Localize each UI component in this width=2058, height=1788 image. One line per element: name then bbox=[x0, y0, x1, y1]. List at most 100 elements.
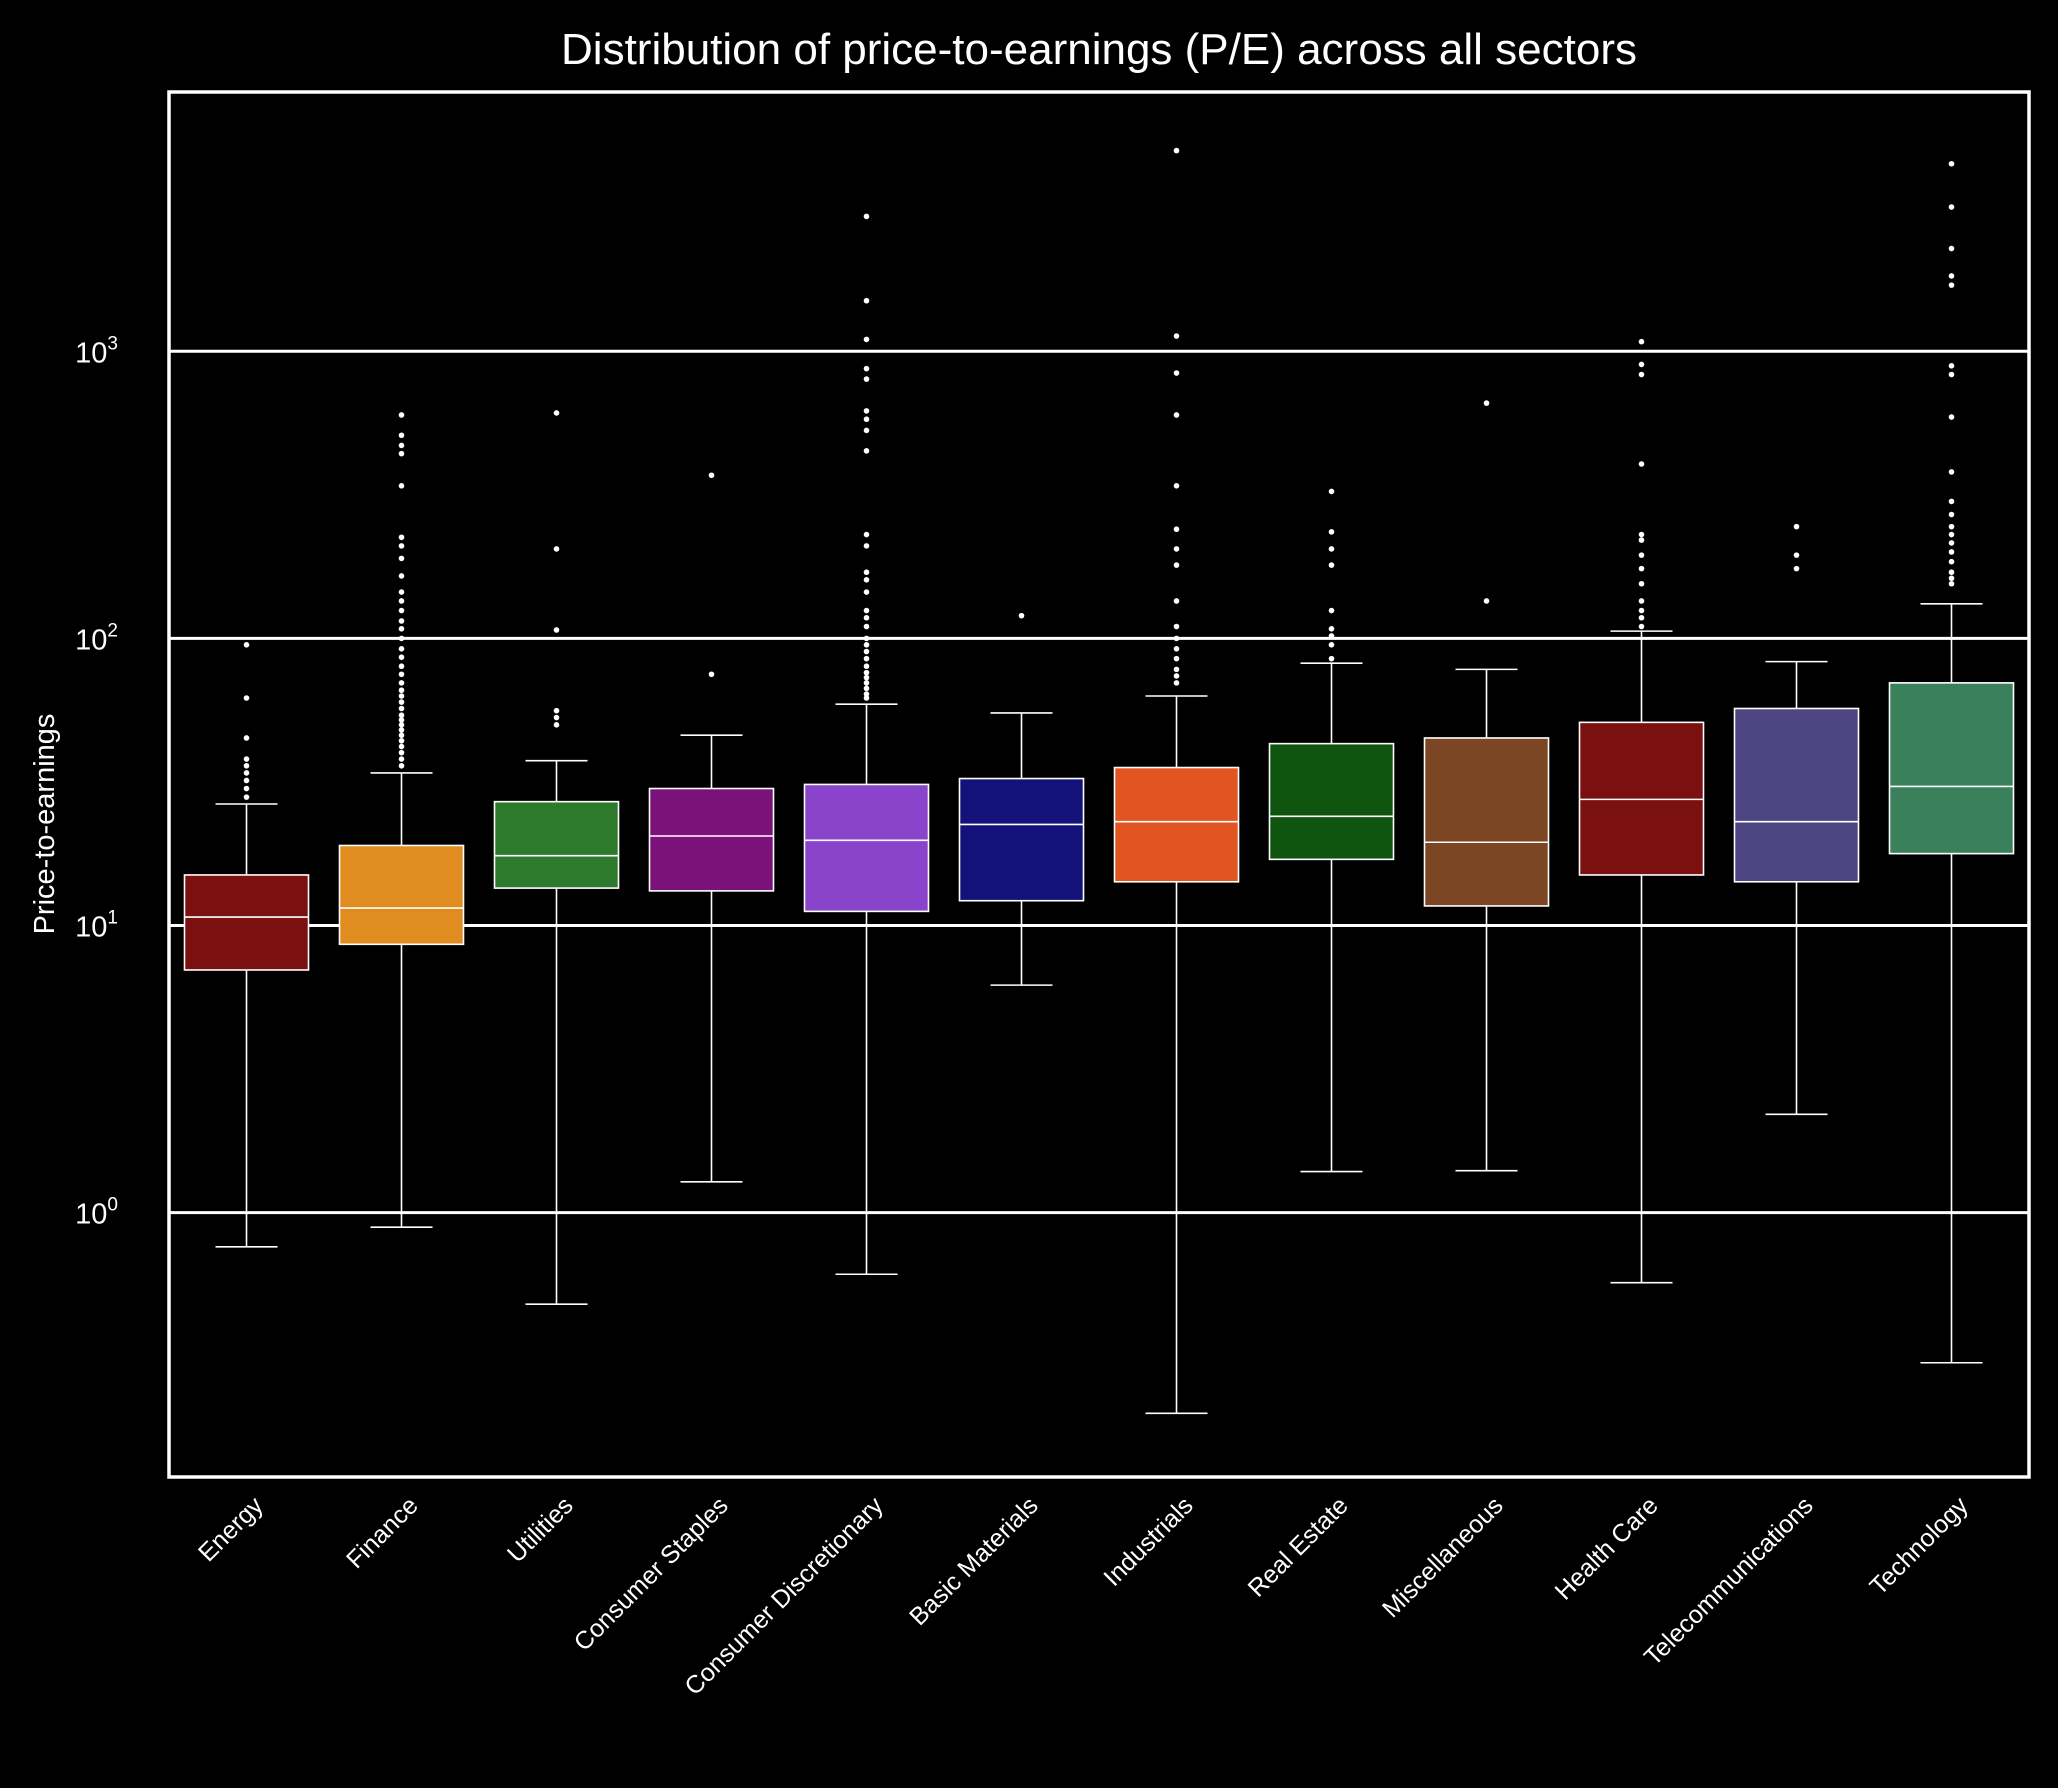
outlier-point bbox=[863, 607, 870, 614]
outlier-point bbox=[863, 569, 870, 576]
y-tick-exponent: 2 bbox=[107, 620, 118, 641]
outlier-point bbox=[863, 685, 870, 692]
outlier-point bbox=[398, 743, 405, 750]
x-tick-label: Telecommunications bbox=[1639, 1491, 1819, 1671]
outlier-point bbox=[1173, 562, 1180, 568]
outlier-point bbox=[398, 543, 405, 549]
outlier-point bbox=[398, 732, 405, 739]
outlier-point bbox=[398, 737, 405, 744]
iqr-box bbox=[1888, 682, 2015, 855]
box-telecommunications bbox=[1733, 523, 1860, 1116]
outlier-point bbox=[1173, 147, 1180, 154]
outlier-point bbox=[1948, 575, 1955, 582]
box-energy bbox=[183, 641, 310, 1248]
outlier-point bbox=[863, 576, 870, 583]
outlier-point bbox=[1173, 666, 1180, 673]
outlier-point bbox=[398, 749, 405, 756]
outlier-point bbox=[1638, 338, 1645, 345]
y-tick-base: 10 bbox=[75, 1199, 107, 1231]
outlier-point bbox=[1948, 569, 1955, 576]
outlier-point bbox=[1328, 655, 1335, 662]
y-tick-label: 103 bbox=[75, 333, 118, 369]
outlier-point bbox=[1638, 580, 1645, 587]
y-tick-exponent: 0 bbox=[107, 1195, 118, 1216]
outlier-point bbox=[1793, 565, 1800, 572]
y-axis-label: Price-to-earnings bbox=[29, 714, 61, 935]
box-finance bbox=[338, 412, 465, 1228]
outlier-point bbox=[243, 770, 250, 776]
outlier-point bbox=[398, 717, 405, 723]
outlier-point bbox=[1948, 363, 1955, 369]
x-tick-label: Miscellaneous bbox=[1377, 1491, 1509, 1623]
outlier-point bbox=[863, 448, 870, 454]
outlier-point bbox=[708, 472, 715, 479]
outlier-point bbox=[398, 680, 405, 686]
outlier-point bbox=[398, 687, 405, 694]
y-tick-exponent: 1 bbox=[107, 908, 118, 929]
outlier-point bbox=[1948, 282, 1955, 288]
iqr-box bbox=[1423, 737, 1550, 907]
outlier-point bbox=[243, 762, 250, 769]
outlier-point bbox=[863, 691, 870, 697]
outlier-point bbox=[398, 727, 405, 733]
outlier-point bbox=[398, 573, 405, 579]
outlier-point bbox=[398, 626, 405, 632]
iqr-box bbox=[1733, 707, 1860, 883]
outlier-point bbox=[1173, 483, 1180, 489]
outlier-point bbox=[1483, 400, 1490, 406]
outlier-point bbox=[863, 680, 870, 686]
outlier-point bbox=[863, 655, 870, 662]
iqr-box bbox=[958, 777, 1085, 902]
x-tick-label: Industrials bbox=[1098, 1491, 1198, 1591]
outlier-point bbox=[398, 534, 405, 541]
outlier-point bbox=[863, 623, 870, 630]
outlier-point bbox=[243, 756, 250, 762]
box-miscellaneous bbox=[1423, 400, 1550, 1172]
outlier-point bbox=[398, 712, 405, 719]
outlier-point bbox=[398, 483, 405, 489]
outlier-point bbox=[1948, 580, 1955, 587]
outlier-point bbox=[398, 589, 405, 595]
x-tick-label: Health Care bbox=[1550, 1491, 1664, 1605]
outlier-point bbox=[1948, 245, 1955, 252]
outlier-point bbox=[1948, 498, 1955, 505]
y-tick-label: 100 bbox=[75, 1195, 118, 1231]
outlier-point bbox=[1638, 565, 1645, 572]
outlier-point bbox=[863, 648, 870, 655]
outlier-point bbox=[1948, 469, 1955, 475]
boxes bbox=[183, 147, 2015, 1415]
outlier-point bbox=[863, 641, 870, 648]
outlier-point bbox=[398, 412, 405, 418]
outlier-point bbox=[1328, 607, 1335, 614]
outlier-point bbox=[863, 336, 870, 343]
y-tick-base: 10 bbox=[75, 624, 107, 656]
box-consumer-discretionary bbox=[803, 213, 930, 1276]
outlier-point bbox=[1948, 558, 1955, 565]
outlier-point bbox=[398, 699, 405, 705]
iqr-box bbox=[1268, 742, 1395, 861]
outlier-point bbox=[553, 714, 560, 721]
outlier-point bbox=[398, 607, 405, 614]
box-health-care bbox=[1578, 338, 1705, 1284]
x-tick-label: Finance bbox=[341, 1491, 424, 1574]
outlier-point bbox=[863, 669, 870, 676]
box-industrials bbox=[1113, 147, 1240, 1415]
iqr-box bbox=[183, 874, 310, 971]
outlier-point bbox=[398, 635, 405, 642]
box-utilities bbox=[493, 410, 620, 1305]
outlier-point bbox=[1948, 371, 1955, 378]
outlier-point bbox=[1638, 461, 1645, 467]
outlier-point bbox=[553, 707, 560, 714]
outlier-point bbox=[243, 785, 250, 792]
box-basic-materials bbox=[958, 612, 1085, 986]
outlier-point bbox=[1948, 204, 1955, 210]
outlier-point bbox=[1328, 633, 1335, 639]
outlier-point bbox=[553, 722, 560, 728]
outlier-point bbox=[863, 365, 870, 372]
box-consumer-staples bbox=[648, 472, 775, 1183]
outlier-point bbox=[863, 408, 870, 414]
outlier-point bbox=[1018, 612, 1025, 619]
outlier-point bbox=[398, 663, 405, 670]
outlier-point bbox=[863, 531, 870, 538]
